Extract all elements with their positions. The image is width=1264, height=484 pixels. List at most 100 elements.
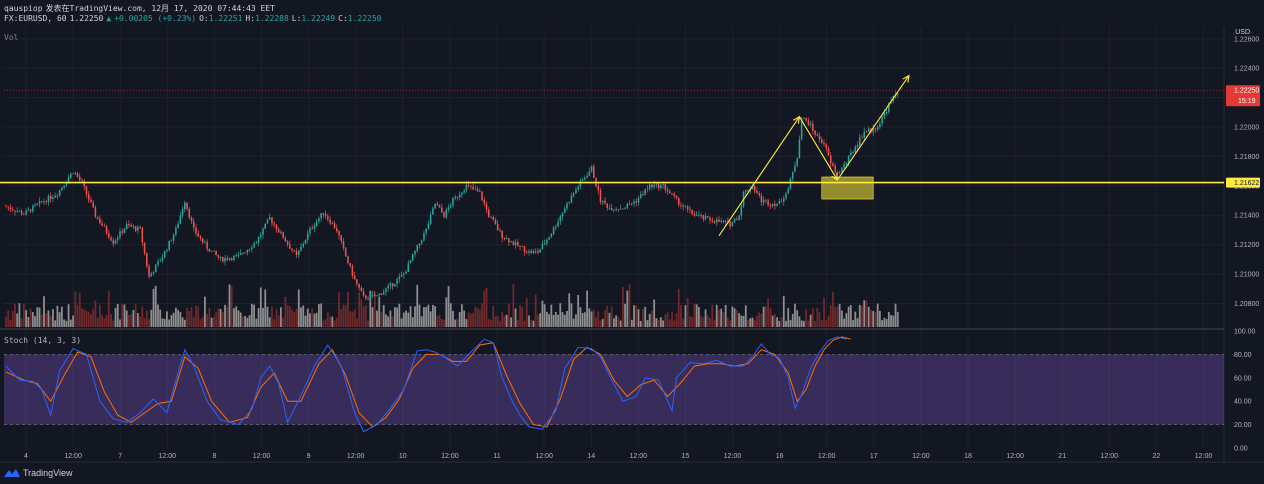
volume-bar — [253, 304, 255, 327]
volume-bar — [722, 311, 725, 327]
candle-body — [45, 201, 48, 203]
volume-bar — [519, 305, 521, 327]
x-tick-label: 12:00 — [535, 453, 553, 460]
candle-body — [483, 200, 486, 204]
candle-body — [816, 134, 819, 136]
candle-body — [353, 275, 356, 280]
candle-body — [707, 216, 709, 218]
volume-bar — [478, 309, 481, 327]
x-tick-label: 11 — [493, 453, 500, 460]
volume-bar — [87, 311, 90, 327]
volume-bar — [128, 314, 130, 327]
volume-bar — [273, 319, 276, 327]
volume-bar — [559, 303, 562, 327]
volume-bar — [206, 313, 209, 327]
candle-body — [858, 137, 861, 146]
candle-body — [465, 184, 468, 191]
volume-bar — [874, 311, 877, 327]
volume-bar — [865, 300, 868, 327]
candle-body — [537, 251, 539, 253]
candle-body — [141, 227, 144, 243]
candle-body — [539, 249, 541, 253]
candle-body — [458, 194, 461, 198]
candle-body — [411, 254, 414, 261]
volume-bar — [154, 285, 157, 327]
volume-bar — [675, 313, 678, 327]
volume-bar — [756, 315, 758, 327]
candle-body — [306, 233, 309, 240]
h-label: H: — [245, 14, 256, 23]
y-tick-label: 1.22000 — [1234, 125, 1259, 132]
candle-body — [360, 287, 363, 292]
volume-bar — [657, 320, 660, 327]
candle-body — [90, 199, 92, 203]
volume-bar — [872, 310, 875, 327]
candle-body — [454, 196, 457, 199]
candle-body — [192, 221, 195, 228]
volume-bar — [320, 303, 323, 327]
currency-label[interactable]: USD — [1235, 29, 1250, 36]
candle-body — [340, 235, 343, 242]
candle-body — [570, 195, 573, 203]
candle-body — [525, 251, 528, 253]
volume-bar — [613, 318, 615, 327]
candle-body — [324, 214, 327, 217]
volume-bar — [782, 295, 785, 327]
candle-body — [228, 258, 231, 260]
volume-bar — [744, 305, 747, 327]
volume-bar — [49, 316, 52, 327]
volume-bar — [762, 306, 765, 327]
candle-body — [543, 243, 546, 245]
candle-body — [470, 185, 472, 187]
candle-body — [834, 165, 836, 172]
candle-body — [865, 131, 868, 133]
volume-bar — [749, 318, 752, 327]
support-price-tag-label: 1.21622 — [1234, 180, 1259, 187]
candle-body — [166, 249, 168, 251]
volume-bar — [407, 312, 410, 327]
candle-body — [235, 255, 237, 256]
volume-bar — [25, 310, 28, 327]
volume-bar — [809, 314, 812, 327]
candle-body — [438, 205, 441, 208]
candle-body — [72, 173, 74, 175]
volume-bar — [94, 300, 97, 327]
candle-body — [302, 243, 305, 247]
volume-bars — [5, 284, 899, 327]
candle-body — [76, 173, 79, 177]
volume-bar — [92, 308, 95, 327]
volume-bar — [139, 316, 141, 327]
candle-body — [16, 211, 18, 213]
candle-body — [365, 295, 367, 299]
volume-bar — [704, 309, 707, 327]
candle-body — [170, 240, 173, 242]
tradingview-brand[interactable]: TradingView — [4, 468, 73, 478]
volume-bar — [226, 306, 229, 327]
volume-bar — [429, 311, 432, 327]
volume-bar — [425, 307, 428, 327]
candle-body — [720, 220, 722, 222]
volume-bar — [537, 314, 539, 327]
stoch-tick-label: 100.00 — [1234, 329, 1256, 336]
volume-bar — [758, 312, 761, 327]
candle-body — [796, 158, 798, 166]
candle-body — [219, 257, 222, 258]
volume-bar — [807, 320, 810, 327]
candle-body — [40, 201, 43, 202]
candle-body — [61, 187, 63, 191]
volume-bar — [510, 317, 513, 327]
volume-bar — [204, 296, 206, 327]
volume-bar — [662, 320, 664, 327]
candle-body — [476, 189, 479, 192]
volume-bar — [69, 319, 72, 327]
candle-body — [528, 250, 530, 253]
volume-bar — [282, 317, 285, 327]
volume-bar — [496, 315, 499, 327]
volume-bar — [827, 315, 830, 327]
volume-bar — [116, 303, 119, 327]
candle-body — [132, 226, 135, 228]
volume-bar — [769, 307, 772, 327]
candle-body — [456, 196, 459, 198]
candle-body — [233, 255, 235, 261]
